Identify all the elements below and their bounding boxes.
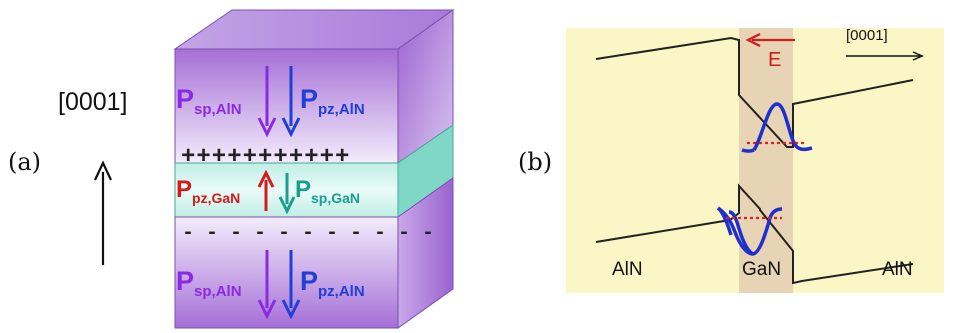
positive-interface-charges: +++++++++++ — [181, 144, 350, 171]
growth-direction-label: [0001] — [58, 88, 128, 116]
hole-wavefunction-lobe — [716, 206, 755, 256]
bottom-ppz-alN-label: Ppz,AlN — [300, 266, 365, 300]
bottom-ppz-arrow — [281, 250, 301, 320]
left-aln-label: AlN — [612, 259, 643, 280]
top-ppz-arrow — [281, 66, 301, 138]
ppz-gan-arrow — [257, 169, 275, 211]
gan-label: GaN — [742, 259, 781, 280]
psp-gan-arrow — [278, 173, 296, 215]
top-ppz-alN-label: Ppz,AlN — [300, 84, 365, 118]
conduction-band — [595, 36, 914, 148]
growth-direction-arrow — [94, 160, 112, 265]
electric-field-label: E — [768, 49, 781, 71]
direction-arrow — [846, 51, 924, 61]
negative-interface-charges: - - - - - - - - - - - — [182, 222, 434, 245]
panel-a-label: (a) — [8, 148, 42, 176]
direction-label: [0001] — [846, 27, 888, 44]
ppz-gan-label: Ppz,GaN — [176, 176, 240, 206]
top-psp-arrow — [257, 66, 277, 138]
right-aln-label: AlN — [882, 259, 913, 280]
electron-wavefunction — [741, 102, 813, 153]
bottom-psp-arrow — [257, 250, 277, 320]
psp-gan-label: Psp,GaN — [295, 176, 360, 206]
bottom-psp-alN-label: Psp,AlN — [176, 266, 242, 300]
panel-b-label: (b) — [518, 148, 553, 176]
electric-field-arrow — [745, 33, 795, 47]
top-psp-alN-label: Psp,AlN — [176, 84, 242, 118]
